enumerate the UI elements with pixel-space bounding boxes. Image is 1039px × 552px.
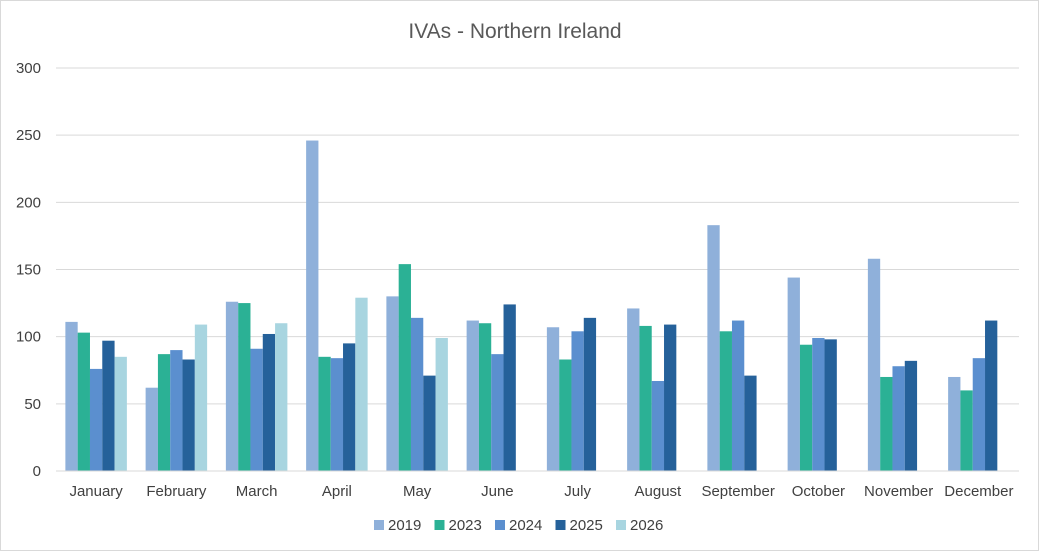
bar-2023-may <box>398 264 411 471</box>
legend-swatch-2023 <box>434 520 445 530</box>
legend-swatch-2026 <box>616 520 626 530</box>
x-tick-label: May <box>403 483 432 500</box>
bar-2023-october <box>799 344 813 471</box>
bar-2023-july <box>559 359 572 471</box>
x-tick-label: March <box>236 483 278 500</box>
bar-2019-march <box>225 301 239 471</box>
x-tick-label: February <box>146 483 207 500</box>
bar-2019-october <box>787 277 800 471</box>
bar-2023-january <box>77 332 90 471</box>
bar-2024-july <box>571 331 584 471</box>
x-tick-label: November <box>864 483 933 500</box>
y-tick-label: 0 <box>33 463 41 480</box>
bar-2025-july <box>583 317 597 471</box>
y-tick-label: 150 <box>16 262 41 279</box>
bar-2024-january <box>89 368 103 471</box>
bar-2019-august <box>627 308 640 471</box>
legend: 2019 2023 2024 2025 2026 <box>374 517 663 534</box>
legend-label: 2024 <box>509 517 542 534</box>
bar-2023-april <box>318 356 331 471</box>
bar-2024-september <box>731 320 745 471</box>
bar-2025-june <box>503 304 516 471</box>
bar-2024-june <box>491 354 504 471</box>
bar-2019-june <box>466 320 479 471</box>
bar-2023-february <box>157 354 171 471</box>
bar-2026-may <box>435 338 448 471</box>
legend-label: 2019 <box>388 517 421 534</box>
bar-2025-august <box>664 324 677 471</box>
bar-2019-may <box>386 296 399 471</box>
bar-2024-march <box>250 348 263 471</box>
x-tick-label: July <box>564 483 591 500</box>
x-tick-label: January <box>69 483 123 500</box>
bar-2023-november <box>880 376 893 471</box>
bar-2026-february <box>194 324 208 471</box>
bar-2025-april <box>343 343 356 471</box>
gridlines <box>56 67 1019 405</box>
x-axis-ticks: January February March April May June July Augu… <box>69 483 1013 500</box>
bar-2025-february <box>182 359 195 471</box>
bar-2024-august <box>651 380 665 471</box>
bar-2026-april <box>355 297 368 471</box>
bar-2023-august <box>639 325 652 471</box>
bar-2019-january <box>65 321 78 471</box>
y-tick-label: 300 <box>16 60 41 77</box>
bar-2024-december <box>972 358 986 471</box>
bar-2025-september <box>744 375 757 471</box>
bar-2026-march <box>275 323 288 471</box>
y-tick-label: 100 <box>16 329 41 346</box>
legend-label: 2026 <box>630 517 663 534</box>
x-tick-label: June <box>481 483 514 500</box>
x-tick-label: December <box>944 483 1013 500</box>
bar-2025-december <box>985 320 998 471</box>
bar-2019-november <box>867 258 881 471</box>
bar-2024-november <box>892 366 905 471</box>
bar-2023-june <box>478 323 492 471</box>
legend-swatch-2019 <box>374 520 384 530</box>
y-axis-ticks: 0 50 100 150 200 250 300 <box>16 60 41 480</box>
bar-2025-january <box>102 340 115 471</box>
chart-title: IVAs - Northern Ireland <box>408 20 621 43</box>
legend-swatch-2025 <box>555 520 566 530</box>
legend-swatch-2024 <box>495 520 505 530</box>
bar-2023-march <box>238 303 251 471</box>
bar-2026-january <box>114 356 127 471</box>
x-tick-label: August <box>635 483 683 500</box>
y-tick-label: 200 <box>16 194 41 211</box>
bar-2024-october <box>812 338 825 471</box>
bar-2019-september <box>707 225 720 471</box>
bar-2023-december <box>960 390 973 471</box>
x-tick-label: September <box>701 483 774 500</box>
x-tick-label: April <box>322 483 352 500</box>
bar-2024-april <box>330 358 344 471</box>
bar-2025-may <box>423 375 436 471</box>
legend-label: 2025 <box>570 517 603 534</box>
y-tick-label: 50 <box>24 396 41 413</box>
bar-2025-march <box>262 333 276 471</box>
bar-2024-february <box>170 350 183 471</box>
bars <box>65 140 998 472</box>
bar-2019-december <box>948 376 961 471</box>
legend-label: 2023 <box>449 517 482 534</box>
bar-2019-february <box>145 387 158 471</box>
bar-2025-november <box>904 360 918 471</box>
bar-2024-may <box>410 317 424 471</box>
bar-2023-september <box>719 331 732 471</box>
bar-2019-july <box>546 327 560 471</box>
x-tick-label: October <box>792 483 845 500</box>
bar-2019-april <box>306 140 319 472</box>
y-tick-label: 250 <box>16 127 41 144</box>
bar-2025-october <box>824 339 837 471</box>
